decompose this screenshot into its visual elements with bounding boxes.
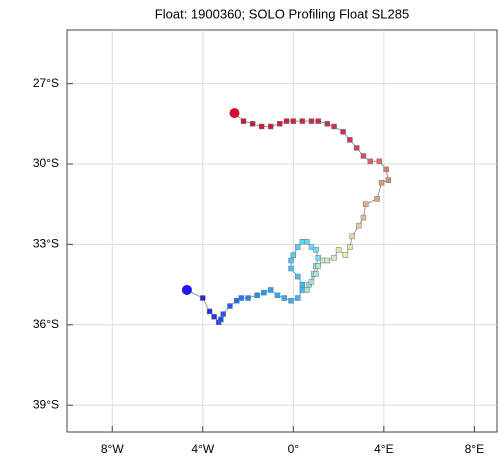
- profile-point: [283, 118, 290, 124]
- profile-point: [295, 295, 301, 301]
- profile-point: [288, 257, 294, 264]
- trajectory-line: [186, 112, 389, 323]
- profile-point: [290, 252, 297, 258]
- profile-point: [220, 311, 226, 317]
- profile-point: [238, 295, 245, 301]
- profile-point: [295, 244, 301, 250]
- x-tick-label: 8°E: [465, 442, 484, 456]
- profile-point: [376, 158, 383, 165]
- y-tick-label: 33°S: [33, 237, 59, 251]
- profile-point: [299, 281, 306, 288]
- y-tick-label: 39°S: [33, 397, 59, 411]
- profile-point: [353, 145, 360, 151]
- y-tick-label: 30°S: [33, 156, 59, 170]
- profile-point: [347, 244, 353, 250]
- y-tick-label: 36°S: [33, 317, 59, 331]
- profile-point: [308, 244, 315, 250]
- chart-title: Float: 1900360; SOLO Profiling Float SL2…: [155, 6, 409, 21]
- profile-point: [385, 177, 392, 183]
- profile-point: [360, 214, 367, 221]
- profile-point: [267, 123, 274, 130]
- profile-point: [290, 118, 297, 124]
- end-point: [229, 108, 240, 119]
- profile-point: [315, 255, 321, 261]
- profile-point: [240, 118, 247, 124]
- profile-point: [211, 314, 217, 320]
- profile-point: [206, 308, 213, 315]
- profile-point: [331, 255, 337, 261]
- profile-point: [288, 297, 294, 304]
- profile-point: [218, 316, 224, 323]
- profile-point: [347, 137, 353, 143]
- profile-point: [295, 273, 301, 280]
- profile-point: [315, 118, 321, 124]
- profile-point: [335, 247, 342, 253]
- profile-point: [281, 295, 288, 301]
- profile-point: [258, 123, 265, 130]
- profile-point: [383, 166, 389, 173]
- profile-point: [308, 118, 315, 124]
- profile-point: [362, 201, 369, 207]
- x-tick-label: 8°W: [101, 442, 124, 456]
- profile-point: [315, 263, 321, 269]
- profile-point: [378, 180, 385, 186]
- profile-point: [356, 222, 362, 229]
- profile-point: [304, 238, 310, 245]
- profile-point: [360, 153, 367, 159]
- profile-point: [233, 297, 240, 304]
- profile-point: [227, 303, 233, 309]
- profile-point: [299, 238, 306, 245]
- profile-point: [304, 287, 310, 293]
- profile-point: [299, 118, 306, 124]
- profile-point: [342, 252, 349, 258]
- start-point: [181, 284, 192, 295]
- x-tick-label: 0°: [288, 442, 300, 456]
- x-tick-label: 4°W: [191, 442, 214, 456]
- profile-point: [274, 292, 281, 299]
- profile-point: [245, 295, 251, 301]
- y-tick-label: 27°S: [33, 76, 59, 90]
- profile-point: [374, 196, 380, 202]
- profile-point: [288, 265, 294, 272]
- plot-frame: [66, 29, 498, 433]
- profile-point: [254, 292, 260, 299]
- profile-point: [276, 121, 283, 127]
- profile-point: [324, 257, 331, 264]
- profile-point: [319, 257, 326, 264]
- profile-point: [313, 247, 319, 253]
- profile-point: [267, 287, 274, 293]
- profile-point: [331, 123, 337, 130]
- profile-point: [249, 121, 256, 127]
- profile-point: [313, 271, 319, 277]
- profile-point: [349, 233, 355, 240]
- profile-point: [367, 158, 374, 165]
- profile-point: [324, 121, 331, 127]
- profile-point: [261, 289, 267, 296]
- x-tick-label: 4°E: [374, 442, 393, 456]
- profile-point: [299, 287, 306, 293]
- profile-point: [340, 129, 346, 135]
- profile-point: [200, 295, 206, 301]
- profile-point: [308, 279, 315, 285]
